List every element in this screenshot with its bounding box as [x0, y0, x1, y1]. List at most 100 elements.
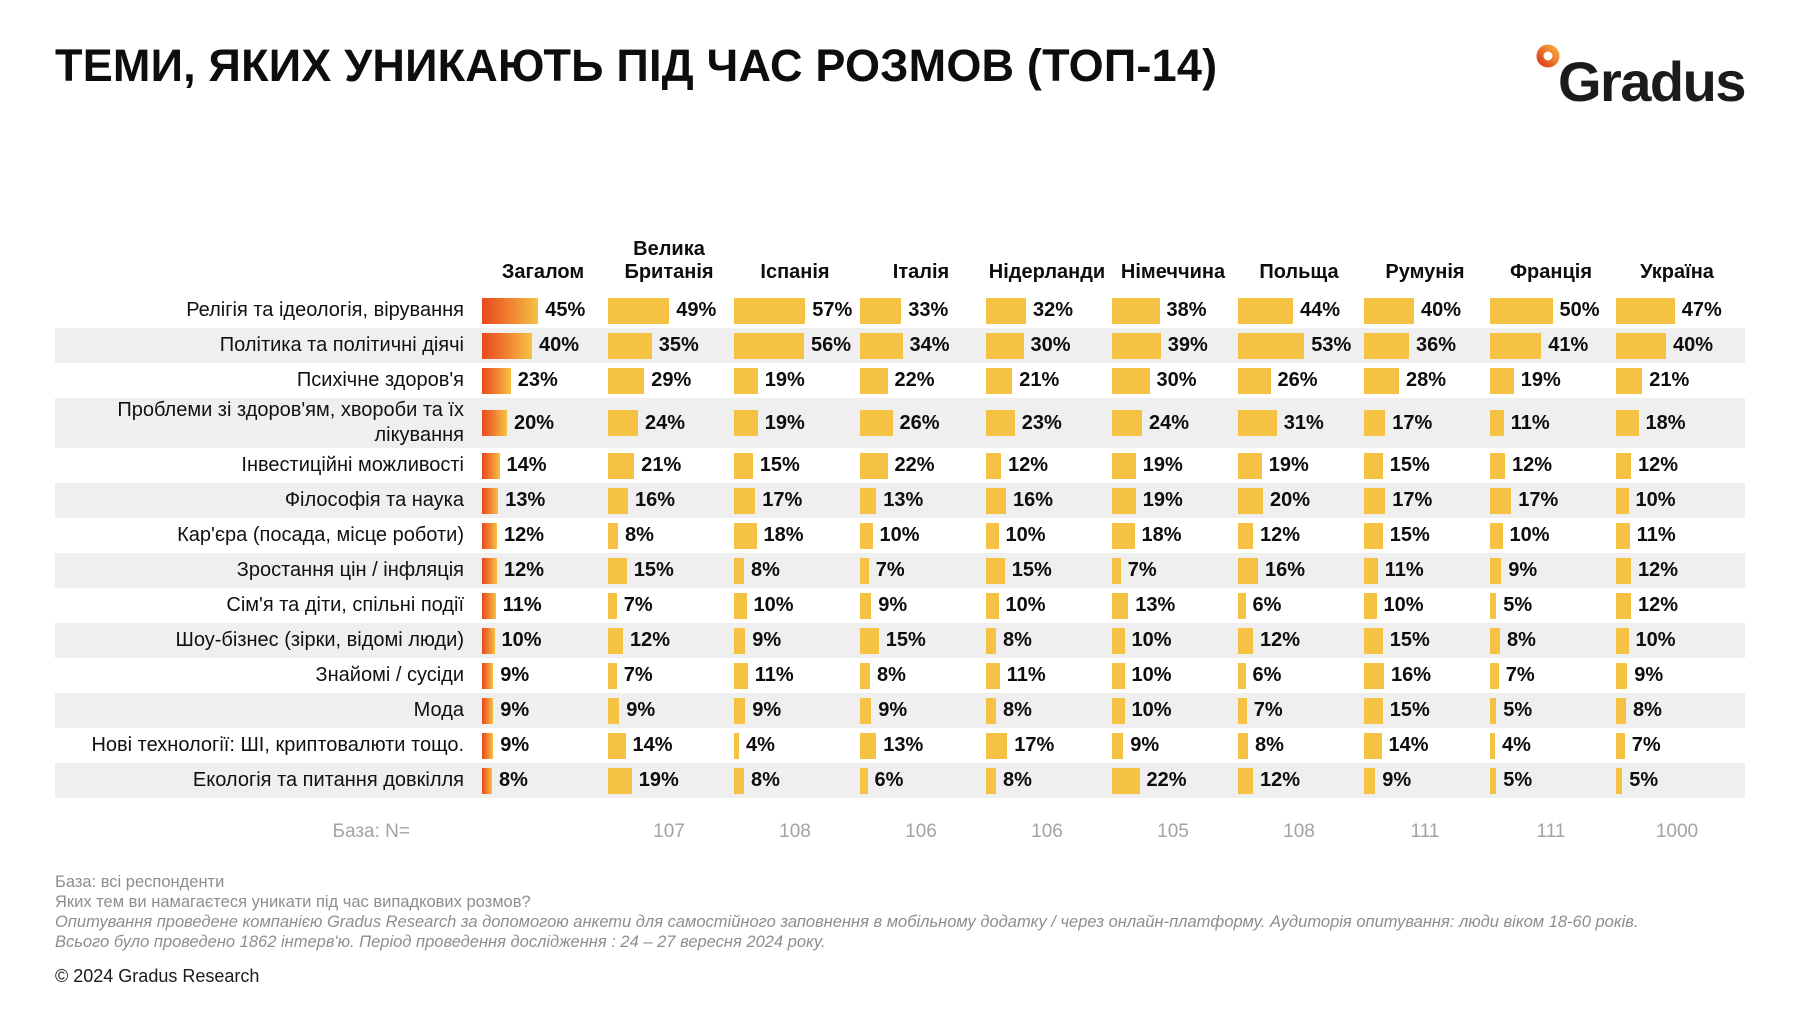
- bar-value: 10%: [1005, 594, 1046, 616]
- bar-value: 13%: [1135, 594, 1176, 616]
- bar-cell: 20%: [480, 398, 606, 448]
- bar-value: 22%: [894, 369, 935, 391]
- bar-value: 18%: [1141, 524, 1182, 546]
- bar-value: 7%: [1631, 734, 1661, 756]
- bar-cell: 12%: [1236, 623, 1362, 658]
- bar: [734, 732, 739, 759]
- bar: [1238, 627, 1253, 654]
- bar-value: 14%: [506, 454, 547, 476]
- bar-value: 9%: [1130, 734, 1160, 756]
- bar-cell: 17%: [1488, 483, 1614, 518]
- bar: [1238, 732, 1248, 759]
- bar: [1112, 767, 1140, 794]
- bar-value: 9%: [878, 594, 908, 616]
- bar: [1112, 522, 1135, 549]
- bar-cell: 16%: [1236, 553, 1362, 588]
- bar: [1238, 332, 1305, 359]
- bar: [734, 522, 757, 549]
- bar-cell: 10%: [732, 588, 858, 623]
- bar: [608, 592, 617, 619]
- bar: [1490, 367, 1514, 394]
- bar-value: 18%: [1645, 411, 1686, 434]
- bar: [1490, 452, 1505, 479]
- bar-cell: 5%: [1488, 693, 1614, 728]
- bar-value: 41%: [1548, 334, 1589, 356]
- bar: [1112, 732, 1124, 759]
- bar: [986, 410, 1015, 436]
- column-header-5: Німеччина: [1120, 261, 1226, 283]
- bar: [608, 662, 617, 689]
- bar-value: 12%: [1638, 594, 1679, 616]
- bar-value: 12%: [1260, 524, 1301, 546]
- bar-value: 5%: [1503, 769, 1533, 791]
- bar: [1238, 297, 1293, 324]
- bar: [986, 627, 996, 654]
- bar-cell: 31%: [1236, 398, 1362, 448]
- bar-cell: 24%: [1110, 398, 1236, 448]
- bar-value: 34%: [909, 334, 950, 356]
- total-bar: [482, 592, 496, 619]
- bar-cell: 19%: [1110, 448, 1236, 483]
- bar-cell: 9%: [480, 728, 606, 763]
- bar: [1238, 522, 1253, 549]
- bar-value: 9%: [626, 699, 656, 721]
- bar-value: 12%: [1260, 629, 1301, 651]
- bar-value: 10%: [1005, 524, 1046, 546]
- column-header-2: Іспанія: [760, 261, 830, 283]
- bar: [608, 487, 628, 514]
- bar-value: 19%: [764, 369, 805, 391]
- bar: [860, 627, 879, 654]
- row-label: Знайомі / сусіди: [315, 664, 464, 686]
- bar-cell: 50%: [1488, 293, 1614, 328]
- bar-cell: 9%: [1488, 553, 1614, 588]
- bar: [860, 732, 877, 759]
- bar-cell: 10%: [1362, 588, 1488, 623]
- bar-cell: 21%: [606, 448, 732, 483]
- bar: [860, 697, 872, 724]
- bar-value: 8%: [1003, 629, 1032, 651]
- bar-cell: 21%: [984, 363, 1110, 398]
- row-label: Релігія та ідеологія, вірування: [186, 299, 464, 321]
- bar: [1364, 367, 1399, 394]
- table-row: Знайомі / сусіди 9% 7% 11% 8% 11% 10% 6% 16% 7% 9%: [55, 658, 1745, 693]
- bar-value: 13%: [883, 489, 924, 511]
- bar-cell: 12%: [1236, 763, 1362, 798]
- bar-cell: 19%: [732, 398, 858, 448]
- bar-value: 18%: [763, 524, 804, 546]
- bar-value: 50%: [1559, 299, 1600, 321]
- bar-value: 15%: [759, 454, 800, 476]
- bar-value: 10%: [1131, 629, 1172, 651]
- bar-value: 11%: [1006, 664, 1046, 686]
- bar-cell: 11%: [1614, 518, 1740, 553]
- row-label: Екологія та питання довкілля: [192, 769, 464, 791]
- bar-cell: 29%: [606, 363, 732, 398]
- bar-cell: 17%: [984, 728, 1110, 763]
- total-bar: [482, 367, 511, 394]
- bar: [1238, 452, 1262, 479]
- bar-value: 5%: [1503, 699, 1533, 721]
- bar-cell: 4%: [1488, 728, 1614, 763]
- bar-value: 26%: [899, 411, 940, 434]
- bar: [1616, 452, 1631, 479]
- base-n-value: 111: [1410, 821, 1440, 842]
- table-row: Філософія та наука 13% 16% 17% 13% 16% 19% 20% 1…: [55, 483, 1745, 518]
- footnote-line: Яких тем ви намагаєтеся уникати під час …: [55, 893, 531, 911]
- bar-cell: 8%: [732, 553, 858, 588]
- total-bar: [482, 487, 499, 514]
- bar-value: 8%: [1633, 699, 1662, 721]
- bar: [734, 767, 744, 794]
- bar-cell: 15%: [858, 623, 984, 658]
- bar: [608, 627, 623, 654]
- bar-value: 10%: [1383, 594, 1424, 616]
- bar: [734, 452, 753, 479]
- table-row: Шоу-бізнес (зірки, відомі люди) 10% 12% 9% 1…: [55, 623, 1745, 658]
- bar-cell: 26%: [858, 398, 984, 448]
- bar-cell: 19%: [1110, 483, 1236, 518]
- bar: [986, 332, 1024, 359]
- bar: [986, 557, 1005, 584]
- bar-value: 8%: [1003, 699, 1032, 721]
- bar-value: 17%: [1518, 489, 1559, 511]
- table-row: Політика та політичні діячі 40% 35% 56% 34% 3…: [55, 328, 1745, 363]
- bar-cell: 22%: [858, 363, 984, 398]
- bar: [734, 487, 756, 514]
